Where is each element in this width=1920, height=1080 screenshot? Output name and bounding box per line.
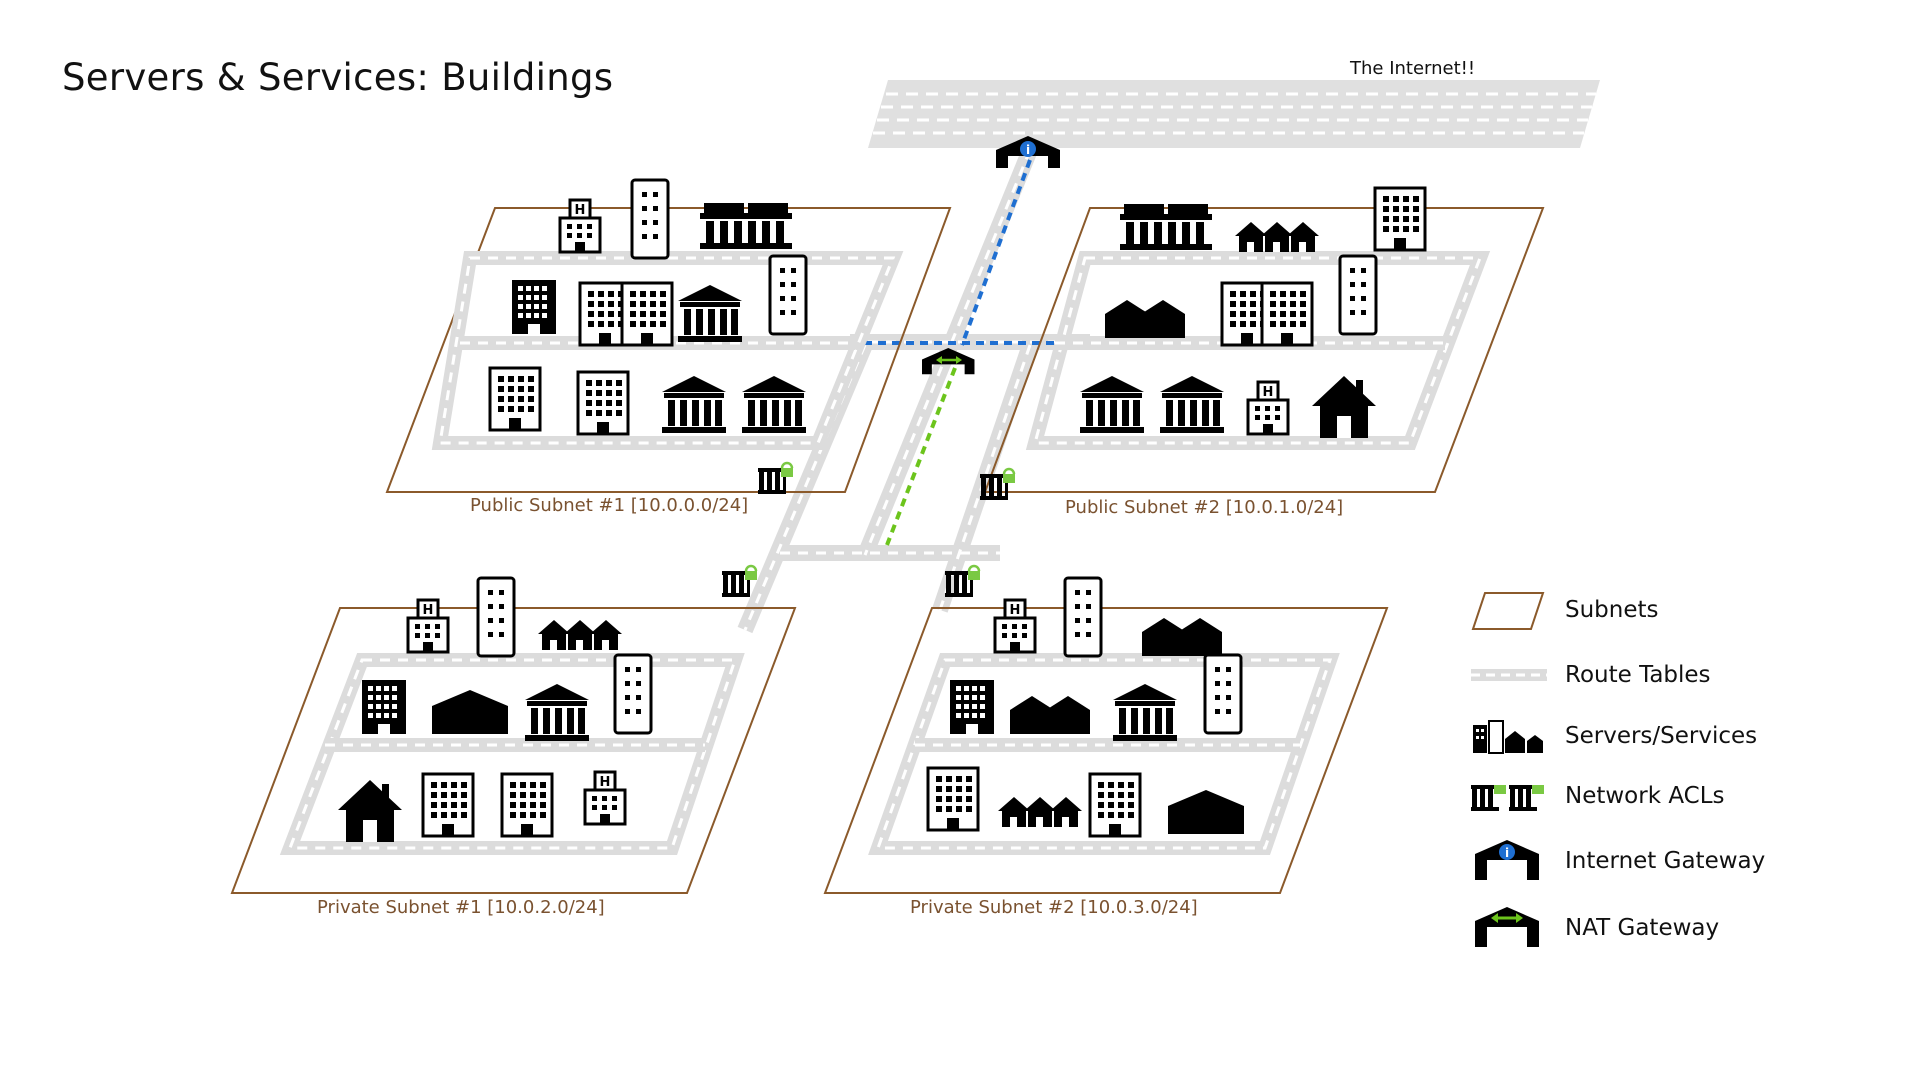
barn-icon: [432, 690, 508, 734]
legend-item-nat-gateway: NAT Gateway: [1465, 903, 1719, 953]
legend-label: NAT Gateway: [1565, 915, 1720, 941]
public-2-buildings: [1080, 186, 1427, 438]
barn-icon: [1168, 790, 1244, 834]
tower-icon: [630, 178, 670, 260]
tower-icon: [613, 653, 653, 735]
internet-gateway-icon: i: [996, 136, 1060, 168]
legend-item-route-tables: Route Tables: [1465, 650, 1711, 700]
office-building-icon: [500, 772, 554, 838]
legend-item-network-acls: Network ACLs: [1465, 771, 1725, 821]
svg-text:i: i: [1026, 143, 1030, 157]
house-icon: [338, 780, 402, 842]
office-building-icon: [488, 366, 542, 432]
legend-item-subnets: Subnets: [1465, 585, 1659, 635]
nat-gateway-icon: [1475, 907, 1539, 947]
office-building-icon: [421, 772, 475, 838]
internet-label: The Internet!!: [1349, 58, 1475, 79]
svg-text:i: i: [1505, 846, 1509, 860]
legend-item-servers: Servers/Services: [1465, 711, 1757, 761]
row-houses-icon: [538, 620, 622, 650]
row-houses-icon: [1235, 222, 1319, 252]
tower-icon: [768, 254, 808, 336]
museum-icon: [1120, 204, 1212, 250]
bank-icon: [1080, 376, 1144, 433]
office-building-icon: [1260, 281, 1314, 347]
barn-icon: [1105, 300, 1185, 338]
internet-road: [868, 80, 1600, 148]
barn-icon: [1010, 696, 1090, 734]
subnet-label-public-1: Public Subnet #1 [10.0.0.0/24]: [470, 495, 748, 516]
bank-icon: [1113, 684, 1177, 741]
office-building-icon: [620, 281, 674, 347]
tower-icon: [476, 576, 516, 658]
bank-icon: [742, 376, 806, 433]
network-acl-icon: [756, 461, 795, 496]
bank-icon: [1160, 376, 1224, 433]
tower-icon: [1063, 576, 1103, 658]
house-icon: [1312, 376, 1376, 438]
subnet-label-private-2: Private Subnet #2 [10.0.3.0/24]: [910, 897, 1198, 918]
nat-gateway-icon: [922, 348, 975, 375]
network-acl-icon: [1471, 785, 1544, 811]
network-acl-icon: [720, 564, 759, 599]
hospital-icon: [1246, 380, 1290, 436]
bank-icon: [525, 684, 589, 741]
row-houses-icon: [998, 797, 1082, 827]
office-building-icon: [576, 370, 630, 436]
subnet-label-private-1: Private Subnet #1 [10.0.2.0/24]: [317, 897, 605, 918]
tower-icon: [1203, 653, 1243, 735]
subnet-private-1: [230, 607, 797, 894]
legend-label: Internet Gateway: [1565, 848, 1766, 874]
bank-icon: [662, 376, 726, 433]
legend-label: Subnets: [1565, 597, 1659, 623]
private-2-buildings: [926, 576, 1244, 838]
page-title: Servers & Services: Buildings: [62, 56, 614, 99]
hospital-icon: [583, 770, 627, 826]
internet-gateway-icon: i: [1475, 840, 1539, 880]
legend-label: Servers/Services: [1565, 723, 1758, 749]
office-building-icon: [362, 680, 406, 734]
bank-icon: [678, 285, 742, 342]
tower-icon: [1338, 254, 1378, 336]
nat-traffic-link: [885, 367, 957, 546]
barn-icon: [1142, 618, 1222, 656]
office-building-icon: [1088, 772, 1142, 838]
office-building-icon: [926, 766, 980, 832]
public-1-buildings: [488, 178, 808, 436]
museum-icon: [700, 203, 792, 249]
subnet-public-2: [983, 207, 1545, 493]
legend-item-internet-gateway: i Internet Gateway: [1465, 836, 1765, 886]
route-table-icon: [1471, 669, 1547, 681]
subnet-label-public-2: Public Subnet #2 [10.0.1.0/24]: [1065, 497, 1343, 518]
subnet-icon: [1471, 592, 1545, 630]
buildings-icon: [1473, 720, 1543, 754]
private-1-buildings: [338, 576, 653, 842]
office-building-icon: [512, 280, 556, 334]
legend-label: Route Tables: [1565, 662, 1711, 688]
subnet-private-2: [823, 607, 1389, 894]
legend-label: Network ACLs: [1565, 783, 1725, 809]
office-building-icon: [1373, 186, 1427, 252]
office-building-icon: [950, 680, 994, 734]
